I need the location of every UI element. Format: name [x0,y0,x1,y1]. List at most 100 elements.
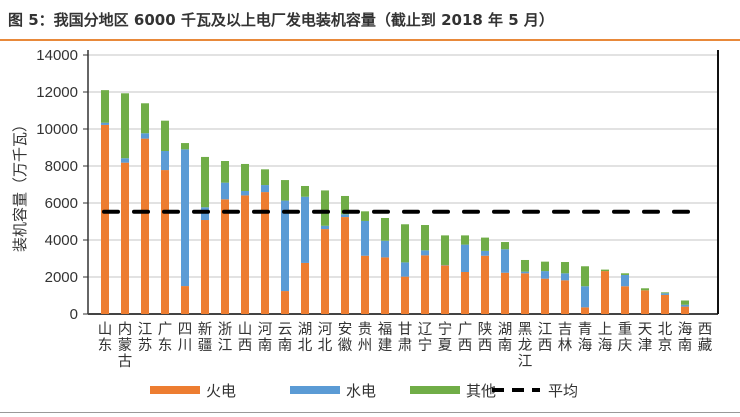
y-tick-label: 0 [70,306,78,323]
bar-segment-其他 [161,120,169,152]
bar-segment-水电 [261,185,269,193]
x-tick-label: 徽 [338,337,353,354]
x-tick-label: 江 [538,321,553,338]
x-tick-label: 庆 [618,337,633,354]
bar-segment-水电 [281,200,289,292]
bar-segment-水电 [541,271,549,279]
x-tick-label: 湖 [298,321,313,338]
bar-segment-水电 [321,225,329,230]
x-tick-label: 内 [118,321,133,338]
bar-segment-火电 [241,195,249,314]
x-tick-label: 苏 [138,337,153,354]
bar-segment-其他 [241,163,249,191]
bar-segment-其他 [101,90,109,123]
bar-segment-其他 [621,273,629,275]
x-tick-label: 辽 [418,321,433,338]
bar-segment-其他 [581,266,589,287]
bar-segment-其他 [521,259,529,272]
bar-segment-水电 [361,220,369,256]
bar-segment-其他 [501,242,509,250]
bar-segment-水电 [621,274,629,287]
bar-segment-火电 [521,273,529,314]
bar-segment-火电 [281,291,289,314]
x-tick-label: 福 [378,321,393,338]
bar-segment-火电 [361,255,369,314]
x-tick-label: 南 [678,337,693,354]
bar-segment-火电 [681,306,689,314]
bar-segment-其他 [281,180,289,201]
bar-segment-火电 [221,199,229,314]
bar-segment-火电 [501,272,509,314]
bar-segment-其他 [141,103,149,134]
x-tick-label: 新 [198,321,213,338]
bar-segment-其他 [301,185,309,197]
x-tick-label: 古 [118,353,133,370]
figure-title: 图 5：我国分地区 6000 千瓦及以上电厂发电装机容量（截止到 2018 年 … [8,11,554,29]
y-tick-label: 4000 [45,232,78,249]
bar-segment-火电 [401,276,409,314]
bar-segment-其他 [401,224,409,263]
x-tick-label: 西 [538,338,553,354]
legend-label: 其他 [466,382,496,400]
x-tick-label: 海 [598,337,613,354]
x-tick-label: 龙 [518,337,533,354]
bar-segment-火电 [661,294,669,314]
x-tick-label: 海 [578,337,593,354]
bar-segment-其他 [681,300,689,305]
x-tick-label: 南 [258,337,273,354]
bar-segment-其他 [601,269,609,272]
legend-label: 平均 [548,382,578,400]
x-tick-label: 夏 [438,338,453,354]
bar-segment-火电 [141,138,149,314]
x-tick-label: 湖 [498,321,513,338]
bar-segment-水电 [521,271,529,274]
x-tick-label: 林 [558,337,573,354]
x-tick-label: 海 [678,321,693,338]
bar-segment-其他 [441,235,449,265]
bar-segment-水电 [421,250,429,256]
x-tick-label: 疆 [198,338,213,354]
bar-segment-火电 [321,229,329,314]
bar-segment-其他 [461,235,469,245]
bar-segment-火电 [421,255,429,314]
bar-segment-其他 [561,262,569,274]
bar-segment-水电 [341,214,349,218]
legend-swatch-水电 [290,386,340,394]
bar-segment-火电 [561,280,569,314]
x-tick-label: 浙 [218,321,233,338]
x-tick-label: 四 [178,322,193,338]
bar-segment-火电 [581,307,589,314]
x-tick-label: 南 [278,337,293,354]
x-tick-label: 东 [98,337,113,354]
bar-segment-火电 [621,286,629,314]
x-tick-label: 建 [378,337,393,354]
x-tick-label: 贵 [358,321,373,338]
x-tick-label: 江 [138,321,153,338]
legend-swatch-火电 [150,386,200,394]
x-tick-label: 江 [518,353,533,370]
bar-segment-火电 [261,192,269,314]
bar-segment-其他 [381,217,389,241]
bar-segment-水电 [481,250,489,256]
x-tick-label: 津 [638,337,653,354]
x-tick-label: 山 [98,321,113,338]
x-tick-label: 甘 [398,321,413,338]
x-tick-label: 西 [698,322,713,338]
x-tick-label: 天 [638,322,653,338]
x-tick-label: 上 [598,321,613,338]
x-tick-label: 川 [178,338,193,354]
x-tick-label: 宁 [438,321,453,338]
bar-segment-其他 [481,237,489,251]
bar-segment-其他 [321,190,329,226]
bar-segment-其他 [661,292,669,294]
bar-segment-火电 [121,162,129,314]
x-tick-label: 北 [318,337,333,354]
bar-segment-其他 [201,156,209,208]
bar-segment-火电 [461,272,469,314]
bar-segment-其他 [341,195,349,215]
x-tick-label: 云 [278,322,293,338]
x-tick-label: 河 [258,321,273,338]
bar-segment-水电 [501,249,509,273]
x-tick-label: 东 [158,337,173,354]
